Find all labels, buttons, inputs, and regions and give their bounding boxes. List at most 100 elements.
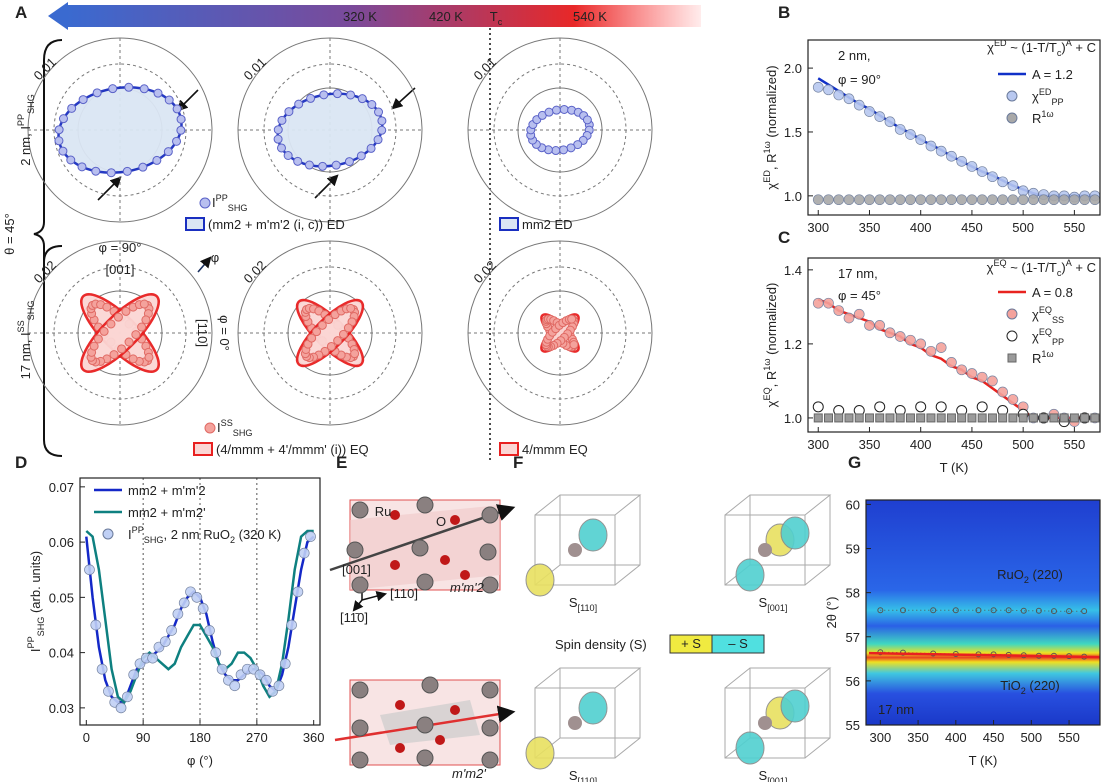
radial-tick-label: 0.01 [471,55,500,84]
point [957,365,967,375]
annotation: 17 nm [878,702,914,717]
polar-point [552,147,560,155]
point [977,372,987,382]
point [855,414,863,422]
point [936,402,946,412]
o-atom [450,705,460,715]
polar-point [284,152,292,160]
polar-point [55,126,63,134]
text-part: [110] [578,776,598,782]
annotation: φ = 90° [838,72,881,87]
point [844,94,854,104]
x-tick-label: 350 [859,437,881,452]
polar-point [378,126,386,134]
ru-atom [417,750,433,766]
point [927,414,935,422]
axis-arrow [362,594,385,600]
polar-point [374,136,382,144]
spin-lobe [736,732,764,764]
point [103,686,113,696]
polar-point [375,108,383,116]
text-part: , 2 nm RuO [163,527,229,542]
point [936,146,946,156]
point [179,598,189,608]
polar-point [347,304,355,312]
point [280,659,290,669]
point [834,195,844,205]
polar-point [560,105,568,113]
polar-point [567,144,575,152]
polar-point [278,116,286,124]
point [957,195,967,205]
polar-point [140,300,148,308]
polar-point [378,117,386,125]
radial-tick-label: 0.01 [241,55,270,84]
polar-point [318,321,326,329]
component-label: S[110] [569,768,597,782]
polar-point [114,313,122,321]
ru-atom [352,720,368,736]
point [287,620,297,630]
legend-text: (4/mmm + 4'/mmm' (i)) EQ [216,442,369,457]
legend-marker [1007,309,1017,319]
x-tick-label: 550 [1064,220,1086,235]
line [86,531,313,702]
point [864,107,874,117]
text-part: SHG [26,301,36,321]
x-tick-label: 400 [910,437,932,452]
point [998,195,1008,205]
polar-point [277,144,285,152]
x-tick-label: 400 [910,220,932,235]
point [987,172,997,182]
text-part: EQ [762,387,772,400]
polar-point [107,169,115,177]
point [835,414,843,422]
point [946,357,956,367]
polar-point [552,106,560,114]
point [823,298,833,308]
polar-point [59,115,67,123]
brace [34,40,62,430]
o-atom [390,560,400,570]
text-part: c [498,17,503,27]
point [1008,394,1018,404]
point [895,124,905,134]
polar-point [313,328,321,336]
text-part: [001] [767,776,787,782]
point [885,117,895,127]
point [854,100,864,110]
polar-point [320,91,328,99]
polar-point [177,115,185,123]
ru-atom [482,682,498,698]
point [823,85,833,95]
text-part: ED [1039,87,1052,97]
point [864,195,874,205]
point [967,369,977,379]
point [198,603,208,613]
x-tick-label: 90 [136,730,150,745]
y-tick-label: 56 [846,674,860,689]
point [293,587,303,597]
point [1040,414,1048,422]
point [261,675,271,685]
text-part: + C [1072,40,1096,55]
point [1070,414,1078,422]
text-part: , R [764,371,779,388]
legend-text: IPPSHG, 2 nm RuO2 (320 K) [128,525,281,545]
point [875,195,885,205]
polar-point [140,85,148,93]
text-part: R [1032,111,1041,126]
text-part: S [569,768,578,782]
axis-arrow [354,600,362,610]
atom-label: Ru [375,504,392,519]
ru-atom [568,543,582,557]
point [299,548,309,558]
ru-atom [422,677,438,693]
text-part: (arb. units) [28,551,43,617]
polar-point [154,89,162,97]
text-part: ~ (1-T/T [1007,40,1057,55]
polar-point [295,100,303,108]
x-tick-label: 450 [983,730,1005,745]
text-part: SS [221,418,233,428]
direction-label: [001] [342,562,371,577]
